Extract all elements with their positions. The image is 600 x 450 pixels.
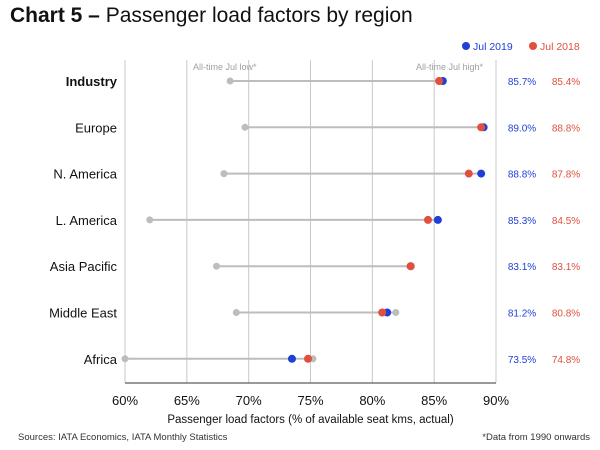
x-tick-label: 90% <box>483 393 509 408</box>
category-label: Industry <box>66 74 118 89</box>
all-time-low-point <box>241 123 249 131</box>
jul2018-point <box>435 77 444 85</box>
category-label: Asia Pacific <box>50 259 118 274</box>
x-tick-label: 70% <box>236 393 262 408</box>
x-tick-label: 75% <box>297 393 323 408</box>
jul2018-point <box>423 215 432 224</box>
range-lines <box>125 80 484 360</box>
value-label-2018: 83.1% <box>552 262 580 273</box>
category-label: Middle East <box>49 306 117 321</box>
all-time-low-point <box>146 216 154 224</box>
x-tick-label: 60% <box>112 393 138 408</box>
all-time-low-point <box>213 262 221 270</box>
value-label-2018: 85.4% <box>552 77 580 88</box>
chart-title-text: Passenger load factors by region <box>105 4 413 27</box>
data-points <box>121 42 537 363</box>
x-axis-label: Passenger load factors (% of available s… <box>167 414 454 426</box>
legend-label-jul2018: Jul 2018 <box>540 41 580 53</box>
chart-title: Chart 5 – Passenger load factors by regi… <box>10 4 413 28</box>
all-time-low-point <box>220 170 228 178</box>
value-label-2018: 87.8% <box>552 170 580 181</box>
value-label-2019: 81.2% <box>508 309 536 320</box>
all-time-low-point <box>121 355 129 363</box>
jul2019-point <box>287 354 296 363</box>
category-label: Europe <box>75 120 117 135</box>
all-time-low-point <box>232 309 240 316</box>
footnote: *Data from 1990 onwards <box>482 432 590 443</box>
legend-marker-jul2018 <box>529 42 537 50</box>
value-label-2018: 74.8% <box>552 355 580 366</box>
x-tick-label: 85% <box>421 393 447 408</box>
value-label-2018: 84.5% <box>552 216 580 227</box>
jul2018-point <box>477 123 486 132</box>
value-label-2018: 80.8% <box>552 309 580 320</box>
value-label-2019: 88.8% <box>508 170 536 181</box>
chart-title-lead: Chart 5 – <box>10 4 100 27</box>
category-label: Africa <box>84 352 118 367</box>
sources-note: Sources: IATA Economics, IATA Monthly St… <box>18 432 228 443</box>
category-label: L. America <box>56 213 118 228</box>
x-tick-label: 65% <box>174 393 200 408</box>
all-time-high-point <box>392 309 400 316</box>
legend-marker-jul2019 <box>462 42 470 50</box>
value-label-2019: 85.7% <box>508 77 536 88</box>
value-label-2019: 85.3% <box>508 216 536 227</box>
category-label: N. America <box>53 167 117 182</box>
jul2019-point <box>433 215 442 224</box>
x-tick-label: 80% <box>359 393 385 408</box>
annotation-low-label: All-time Jul low* <box>193 62 257 72</box>
value-label-2019: 89.0% <box>508 123 536 134</box>
jul2019-point <box>477 169 486 178</box>
legend-label-jul2019: Jul 2019 <box>473 41 513 53</box>
value-label-2019: 73.5% <box>508 355 536 366</box>
all-time-low-point <box>226 77 234 85</box>
jul2018-point <box>304 354 313 363</box>
labels: 60% 65% 70% 75% 80% 85% 90% Passenger load fact… <box>49 41 580 426</box>
jul2018-point <box>406 262 415 271</box>
value-label-2019: 83.1% <box>508 262 536 273</box>
annotation-high-label: All-time Jul high* <box>416 62 484 72</box>
grid-lines <box>124 60 497 384</box>
jul2018-point <box>378 308 387 317</box>
value-label-2018: 88.8% <box>552 123 580 134</box>
jul2018-point <box>464 169 473 178</box>
